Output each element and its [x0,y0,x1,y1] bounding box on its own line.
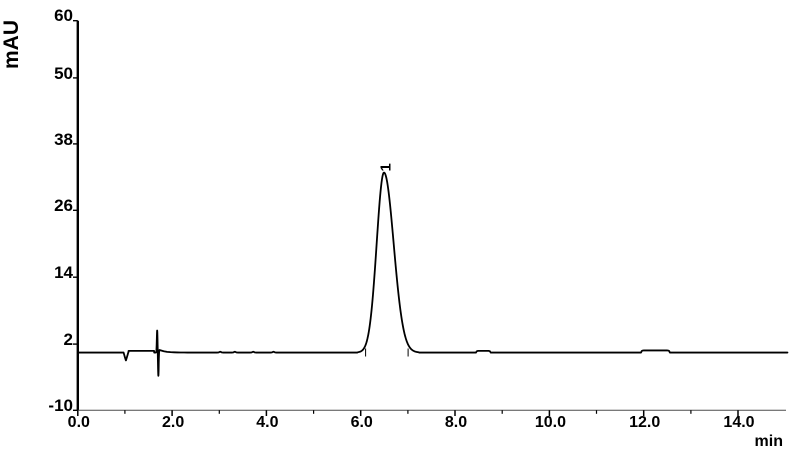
svg-text:1: 1 [378,163,395,171]
svg-text:mAU: mAU [0,20,23,69]
svg-text:-10: -10 [48,396,73,415]
svg-text:2: 2 [64,330,73,349]
svg-text:12.0: 12.0 [629,414,660,431]
svg-text:26: 26 [54,196,73,215]
svg-text:2.0: 2.0 [162,414,184,431]
svg-text:50: 50 [54,64,73,83]
svg-text:14: 14 [54,263,73,282]
svg-text:38: 38 [54,130,73,149]
svg-text:min: min [755,433,783,450]
svg-text:6.0: 6.0 [351,414,373,431]
svg-text:8.0: 8.0 [445,414,467,431]
svg-text:14.0: 14.0 [723,414,754,431]
svg-text:0.0: 0.0 [68,414,90,431]
svg-text:10.0: 10.0 [535,414,566,431]
svg-text:60: 60 [54,6,73,25]
svg-text:4.0: 4.0 [256,414,278,431]
